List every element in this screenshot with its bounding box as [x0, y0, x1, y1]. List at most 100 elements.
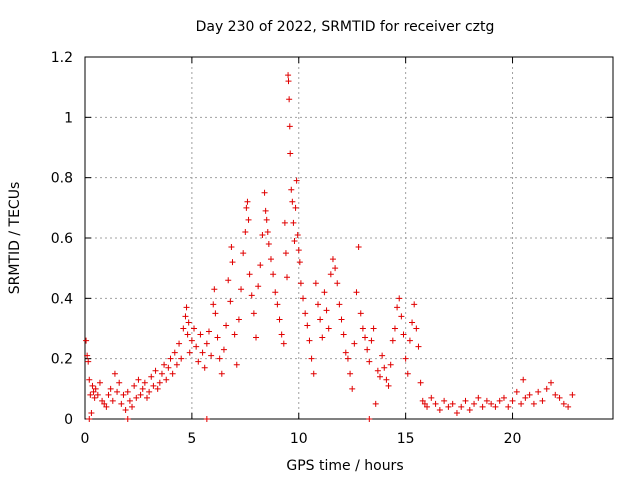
data-point	[103, 403, 110, 410]
data-point	[286, 96, 293, 103]
data-point	[364, 346, 371, 353]
data-point	[280, 340, 287, 347]
data-point	[248, 292, 255, 299]
data-point	[86, 376, 93, 383]
data-point	[261, 189, 268, 196]
data-point	[496, 397, 503, 404]
data-point	[353, 289, 360, 296]
data-point	[286, 123, 293, 130]
data-point	[214, 334, 221, 341]
data-point	[278, 331, 285, 338]
data-point	[150, 382, 157, 389]
data-point	[285, 72, 292, 79]
data-point	[556, 394, 563, 401]
data-point	[176, 340, 183, 347]
data-point	[381, 364, 388, 371]
data-point	[323, 307, 330, 314]
data-point	[107, 385, 114, 392]
data-point	[569, 391, 576, 398]
y-tick-label: 0.6	[51, 231, 73, 247]
data-point	[199, 349, 206, 356]
data-point	[319, 334, 326, 341]
data-point	[432, 400, 439, 407]
data-point	[161, 361, 168, 368]
data-point	[116, 379, 123, 386]
data-point	[424, 403, 431, 410]
data-point	[332, 265, 339, 272]
data-point	[243, 204, 250, 211]
data-point	[208, 352, 215, 359]
y-tick-label: 0.2	[51, 352, 73, 368]
data-point	[257, 262, 264, 269]
data-point	[126, 397, 133, 404]
data-point	[315, 301, 322, 308]
data-point	[520, 376, 527, 383]
data-point	[402, 355, 409, 362]
data-point	[492, 403, 499, 410]
data-point	[274, 301, 281, 308]
data-point	[276, 316, 283, 323]
data-point	[242, 228, 249, 235]
data-point	[391, 325, 398, 332]
data-point	[90, 388, 97, 395]
data-point	[548, 379, 555, 386]
data-point	[453, 409, 460, 416]
data-point	[87, 391, 94, 398]
data-point	[143, 394, 150, 401]
data-point	[368, 337, 375, 344]
data-point	[216, 355, 223, 362]
data-point	[297, 280, 304, 287]
data-point	[304, 322, 311, 329]
data-point	[272, 289, 279, 296]
x-tick-label: 5	[187, 431, 196, 447]
data-point	[421, 400, 428, 407]
data-points	[83, 72, 576, 422]
data-point	[218, 370, 225, 377]
data-point	[306, 337, 313, 344]
data-point	[233, 361, 240, 368]
data-point	[389, 337, 396, 344]
x-axis-label: GPS time / hours	[286, 458, 403, 474]
data-point	[344, 355, 351, 362]
data-point	[148, 373, 155, 380]
data-point	[475, 394, 482, 401]
data-point	[357, 310, 364, 317]
data-point	[191, 325, 198, 332]
data-point	[291, 238, 298, 245]
data-point	[289, 198, 296, 205]
data-point	[336, 301, 343, 308]
data-point	[109, 397, 116, 404]
data-point	[300, 295, 307, 302]
data-point	[210, 301, 217, 308]
data-point	[409, 319, 416, 326]
x-tick-label: 0	[81, 431, 90, 447]
data-point	[413, 325, 420, 332]
data-point	[295, 247, 302, 254]
data-point	[263, 216, 270, 223]
data-point	[253, 334, 260, 341]
data-point	[281, 219, 288, 226]
data-point	[366, 416, 373, 422]
data-point	[296, 259, 303, 266]
data-point	[122, 406, 129, 413]
data-point	[169, 370, 176, 377]
data-point	[310, 370, 317, 377]
data-point	[282, 250, 289, 257]
data-point	[374, 367, 381, 374]
data-point	[135, 376, 142, 383]
data-point	[205, 328, 212, 335]
data-point	[96, 379, 103, 386]
data-point	[411, 301, 418, 308]
y-tick-label: 1.2	[51, 50, 73, 66]
data-point	[417, 379, 424, 386]
data-point	[111, 370, 118, 377]
data-point	[180, 325, 187, 332]
data-point	[105, 391, 112, 398]
data-point	[183, 304, 190, 311]
data-point	[396, 295, 403, 302]
data-point	[441, 397, 448, 404]
data-point	[370, 325, 377, 332]
data-point	[479, 403, 486, 410]
data-point	[265, 241, 272, 248]
y-tick-label: 0.8	[51, 171, 73, 187]
